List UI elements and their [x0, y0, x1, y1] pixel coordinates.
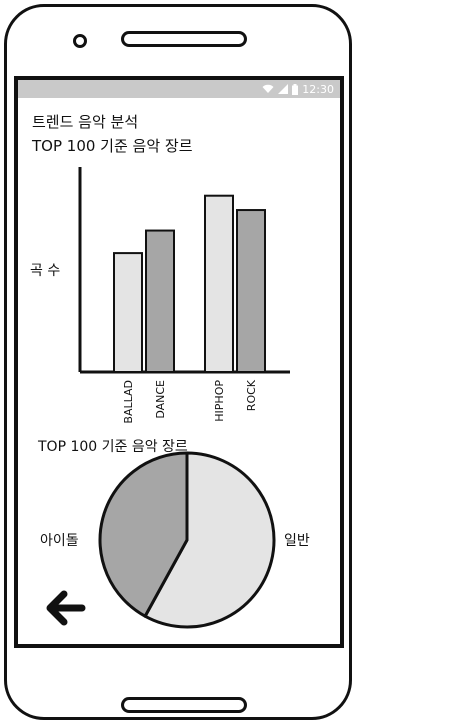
screen: 12:30 트렌드 음악 분석 TOP 100 기준 음악 장르 곡 수 BAL… — [14, 76, 344, 648]
bar-chart: BALLAD DANCE HIPHOP ROCK — [78, 167, 290, 424]
camera-icon — [73, 34, 87, 48]
title-line-1: 트렌드 음악 분석 — [32, 113, 139, 131]
bar-dance — [145, 229, 175, 373]
pie-slice-idol — [98, 451, 189, 618]
home-button[interactable] — [121, 697, 247, 713]
status-bar: 12:30 — [18, 80, 340, 98]
pie-label-idol: 아이돌 — [40, 533, 79, 549]
bar-chart-y-label: 곡 수 — [30, 263, 61, 279]
bar-rock — [236, 209, 266, 373]
bar-hiphop — [204, 194, 234, 373]
wifi-icon — [262, 84, 274, 93]
title-line-2: TOP 100 기준 음악 장르 — [32, 137, 193, 155]
bar-ballad — [113, 252, 143, 374]
tick-label-hiphop: HIPHOP — [213, 380, 226, 422]
pie-chart — [98, 451, 276, 629]
pie-label-general: 일반 — [284, 533, 310, 549]
arrow-left-icon[interactable] — [42, 588, 86, 628]
battery-icon — [292, 83, 299, 95]
tick-label-dance: DANCE — [154, 380, 167, 419]
page-title: 트렌드 음악 분석 TOP 100 기준 음악 장르 — [32, 110, 193, 158]
tick-label-rock: ROCK — [245, 379, 258, 411]
tick-label-ballad: BALLAD — [122, 380, 135, 424]
pie-slice-general — [143, 451, 276, 629]
speaker-grille — [121, 31, 247, 47]
signal-icon — [278, 84, 289, 94]
status-time: 12:30 — [302, 82, 334, 96]
pie-chart-title: TOP 100 기준 음악 장르 — [38, 439, 188, 455]
